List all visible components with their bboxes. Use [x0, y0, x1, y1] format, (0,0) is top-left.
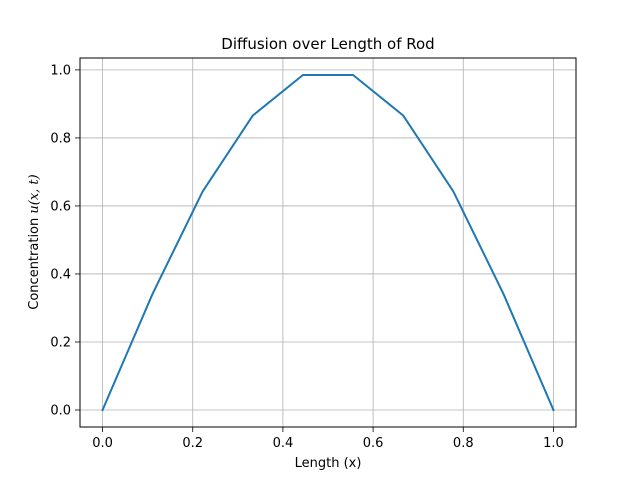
plot-area-background [80, 58, 576, 427]
y-axis-label: Concentration u(x, t) [27, 174, 42, 309]
x-tick-label: 0.2 [182, 436, 203, 451]
y-tick-label: 0.8 [50, 131, 71, 146]
y-tick-label: 0.2 [50, 335, 71, 350]
series-layer [101, 74, 555, 412]
y-axis-label-text: Concentration [27, 214, 42, 310]
y-tick-label: 0.4 [50, 267, 71, 282]
y-tick-label: 0.6 [50, 199, 71, 214]
x-tick-label: 0.6 [363, 436, 384, 451]
x-tick-label: 1.0 [543, 436, 564, 451]
y-tick-label: 0.0 [50, 403, 71, 418]
tick-marks-and-labels: 0.0 0.2 0.4 0.6 0.8 1.0 0.0 0.2 0.4 0.6 0.8 1.0 [50, 63, 563, 451]
series-line-0 [101, 74, 555, 412]
x-tick-label: 0.4 [273, 436, 294, 451]
y-axis-label-math: u(x, t) [27, 174, 42, 213]
chart-title: Diffusion over Length of Rod [221, 35, 434, 53]
y-tick-label: 1.0 [50, 63, 71, 78]
x-tick-label: 0.0 [92, 436, 113, 451]
x-axis-label: Length (x) [295, 456, 362, 471]
x-tick-label: 0.8 [453, 436, 474, 451]
plot-area-frame [79, 57, 577, 428]
